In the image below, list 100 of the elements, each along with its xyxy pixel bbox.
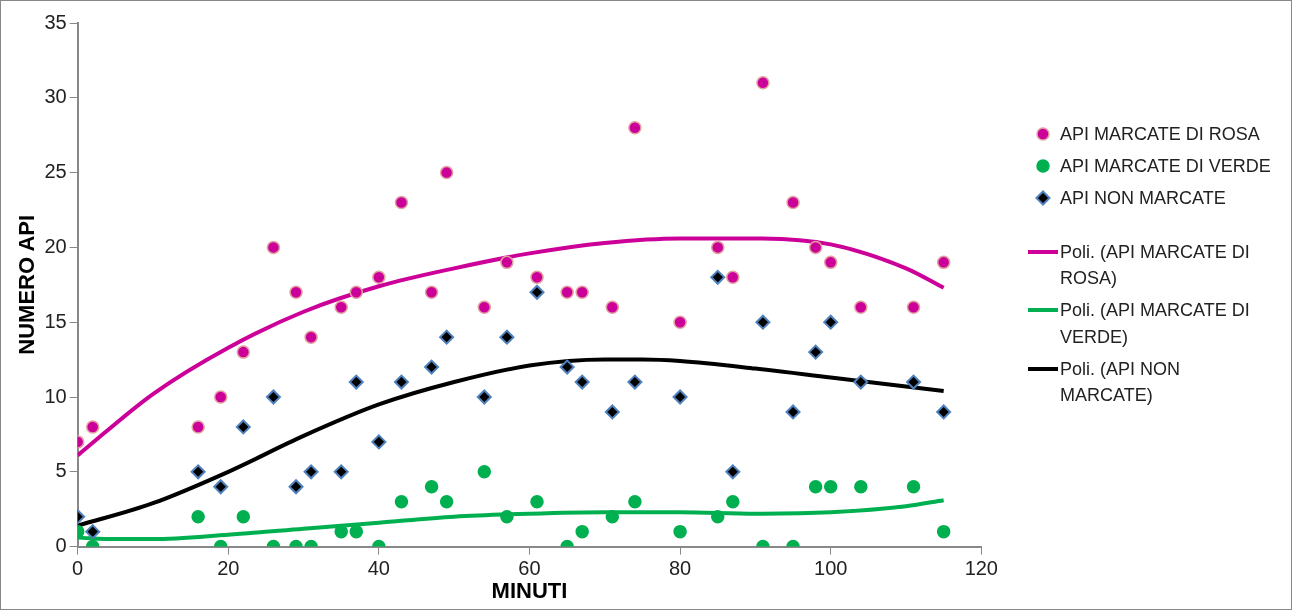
point <box>936 255 951 270</box>
point <box>477 300 492 314</box>
x-tick-label: 100 <box>814 557 848 580</box>
point <box>711 509 725 524</box>
y-tick-label: 35 <box>44 10 67 33</box>
point <box>266 240 281 255</box>
y-tick-label: 15 <box>44 309 67 332</box>
y-tick-label: 0 <box>55 534 67 557</box>
point <box>673 315 687 329</box>
point <box>424 359 440 375</box>
point <box>823 255 838 270</box>
point <box>673 524 687 539</box>
point <box>191 509 205 524</box>
point <box>439 329 455 345</box>
point <box>213 479 229 495</box>
point <box>725 464 741 480</box>
point <box>213 390 228 404</box>
point <box>854 480 868 494</box>
point <box>530 494 544 509</box>
point <box>289 285 303 300</box>
point <box>854 300 868 314</box>
legend-label: API MARCATE DI ROSA <box>1060 123 1261 146</box>
legend-label: API NON MARCATE <box>1060 187 1227 211</box>
point <box>371 434 387 450</box>
legend-label: Poli. (API NON MARCATE) <box>1060 357 1182 407</box>
point <box>439 494 454 509</box>
line-series <box>77 236 946 458</box>
point <box>906 300 921 314</box>
point <box>755 314 771 330</box>
point <box>349 285 364 300</box>
point <box>786 195 800 210</box>
point <box>499 329 515 345</box>
point <box>605 509 620 524</box>
point <box>530 270 544 285</box>
point <box>785 404 801 420</box>
point <box>500 255 514 270</box>
point <box>710 269 726 285</box>
point <box>424 285 439 300</box>
y-tick-label: 10 <box>44 384 67 407</box>
point <box>672 389 688 405</box>
point <box>726 270 740 285</box>
point <box>333 464 349 480</box>
point <box>500 509 514 524</box>
point <box>628 494 642 509</box>
point <box>823 314 839 330</box>
point <box>236 509 251 524</box>
point <box>906 480 921 494</box>
point <box>394 494 409 509</box>
point <box>304 330 318 344</box>
y-axis-title: NUMERO API <box>14 214 40 355</box>
point <box>348 374 364 390</box>
point <box>808 240 823 255</box>
point <box>334 300 348 314</box>
point <box>574 374 590 390</box>
x-axis-title: MINUTI <box>491 577 568 603</box>
point <box>605 300 620 314</box>
x-tick-label: 20 <box>217 557 240 580</box>
point <box>303 464 319 480</box>
point <box>235 419 251 435</box>
point <box>529 284 545 300</box>
point <box>808 480 823 494</box>
point <box>559 359 575 375</box>
point <box>265 389 281 405</box>
point <box>936 524 951 539</box>
point <box>393 374 409 390</box>
x-tick-label: 80 <box>668 557 692 580</box>
point <box>627 374 643 390</box>
point <box>808 344 824 360</box>
point <box>853 374 869 390</box>
y-tick-label: 20 <box>44 234 67 257</box>
point <box>575 524 589 539</box>
point <box>476 389 492 405</box>
legend-label: Poli. (API MARCATE DI ROSA) <box>1060 241 1251 291</box>
point <box>604 404 620 420</box>
point <box>711 240 725 255</box>
y-tick-label: 25 <box>44 160 67 183</box>
point <box>85 524 101 540</box>
point <box>236 345 251 359</box>
point <box>394 195 409 210</box>
y-tick-label: 30 <box>44 85 67 108</box>
point <box>575 285 589 300</box>
point <box>936 404 952 420</box>
x-tick-label: 0 <box>72 557 84 580</box>
point <box>191 420 205 434</box>
point <box>372 270 386 285</box>
point <box>906 374 922 390</box>
point <box>628 120 642 135</box>
point <box>349 524 364 539</box>
legend-label: API MARCATE DI VERDE <box>1060 155 1272 179</box>
x-tick-label: 60 <box>518 557 541 580</box>
point <box>756 76 770 90</box>
point <box>560 285 574 300</box>
point <box>439 165 454 180</box>
point <box>726 494 740 509</box>
y-tick-label: 5 <box>55 459 67 482</box>
point <box>190 464 206 480</box>
point <box>477 465 492 479</box>
point <box>823 480 838 494</box>
x-tick-label: 120 <box>964 557 998 580</box>
line-series <box>77 498 946 542</box>
